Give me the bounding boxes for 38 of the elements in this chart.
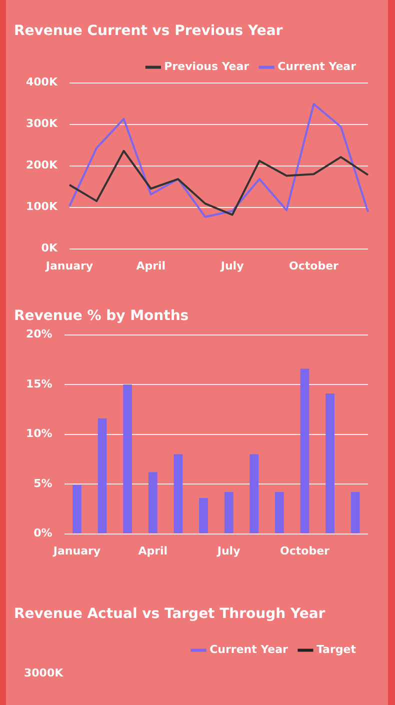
bar <box>326 394 334 534</box>
bar <box>199 498 208 534</box>
x-tick-label: October <box>280 544 330 558</box>
text: 3000K <box>24 666 64 680</box>
bar <box>72 485 82 534</box>
y-tick-label: 5% <box>34 476 52 490</box>
y-tick-label: 400K <box>26 76 58 89</box>
text: Revenue Actual vs Target Through Year <box>14 606 326 622</box>
x-tick-label: January <box>52 544 101 558</box>
y-tick-label: 20% <box>26 328 52 341</box>
bar <box>250 454 259 534</box>
y-tick-label: 0K <box>41 242 58 255</box>
y-tick-label: 300K <box>26 117 58 130</box>
y-tick-label: 15% <box>26 377 52 390</box>
bar <box>350 492 360 534</box>
x-tick-label: April <box>138 544 168 558</box>
y-tick-label: 200K <box>26 158 58 172</box>
legend-label: Current Year <box>210 643 289 656</box>
bar <box>123 384 132 534</box>
y-tick-label: 10% <box>26 427 52 440</box>
x-tick-label: July <box>220 259 244 272</box>
bar <box>224 492 234 534</box>
bar <box>98 418 107 534</box>
x-tick-label: January <box>44 259 94 272</box>
chart-title: Revenue Current vs Previous Year <box>14 23 283 40</box>
legend-label: Previous Year <box>164 60 250 74</box>
y-tick-label: 0% <box>34 526 52 540</box>
bar <box>148 472 158 534</box>
chart-title: Revenue % by Months <box>14 308 189 324</box>
bar <box>275 492 284 534</box>
x-tick-label: April <box>136 259 166 272</box>
y-tick-label: 100K <box>26 200 58 214</box>
legend-label: Target <box>316 643 356 656</box>
legend-label: Current Year <box>278 60 357 74</box>
x-tick-label: October <box>289 259 340 272</box>
bar <box>174 454 183 534</box>
bar <box>300 368 310 534</box>
x-tick-label: July <box>216 544 240 558</box>
